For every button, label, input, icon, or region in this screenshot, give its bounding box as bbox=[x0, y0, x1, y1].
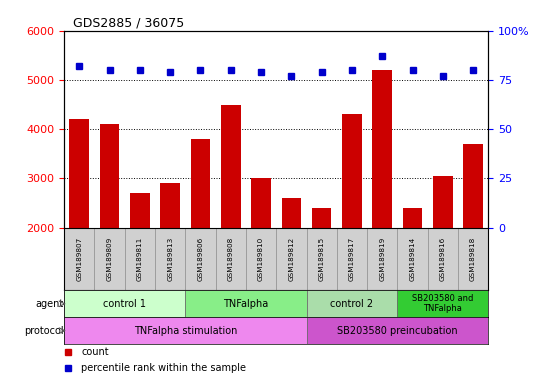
Text: SB203580 and
TNFalpha: SB203580 and TNFalpha bbox=[412, 294, 474, 313]
Bar bbox=[281, 198, 301, 326]
Text: GSM189808: GSM189808 bbox=[228, 237, 234, 281]
Bar bbox=[185, 290, 306, 317]
Text: GSM189806: GSM189806 bbox=[198, 237, 204, 281]
Bar bbox=[69, 119, 89, 326]
Bar bbox=[458, 228, 488, 290]
Bar bbox=[463, 144, 483, 326]
Text: percentile rank within the sample: percentile rank within the sample bbox=[81, 363, 246, 373]
Bar bbox=[337, 228, 367, 290]
Text: GSM189816: GSM189816 bbox=[440, 237, 446, 281]
Text: SB203580 preincubation: SB203580 preincubation bbox=[337, 326, 458, 336]
Text: TNFalpha stimulation: TNFalpha stimulation bbox=[134, 326, 237, 336]
Bar bbox=[64, 290, 185, 317]
Text: GSM189809: GSM189809 bbox=[107, 237, 113, 281]
Text: GSM189813: GSM189813 bbox=[167, 237, 173, 281]
Bar bbox=[130, 193, 150, 326]
Bar bbox=[306, 290, 397, 317]
Bar bbox=[306, 228, 337, 290]
Text: protocol: protocol bbox=[24, 326, 64, 336]
Text: GSM189815: GSM189815 bbox=[319, 237, 325, 281]
Bar bbox=[221, 104, 240, 326]
Bar bbox=[64, 317, 306, 344]
Text: GSM189810: GSM189810 bbox=[258, 237, 264, 281]
Text: GSM189818: GSM189818 bbox=[470, 237, 476, 281]
Bar bbox=[342, 114, 362, 326]
Bar bbox=[185, 228, 215, 290]
Bar bbox=[100, 124, 119, 326]
Text: GSM189807: GSM189807 bbox=[76, 237, 83, 281]
Bar bbox=[367, 228, 397, 290]
Bar bbox=[191, 139, 210, 326]
Bar bbox=[160, 184, 180, 326]
Bar bbox=[312, 208, 331, 326]
Bar bbox=[64, 228, 94, 290]
Bar bbox=[125, 228, 155, 290]
Bar bbox=[403, 208, 422, 326]
Bar bbox=[246, 228, 276, 290]
Text: GDS2885 / 36075: GDS2885 / 36075 bbox=[73, 17, 184, 30]
Text: GSM189817: GSM189817 bbox=[349, 237, 355, 281]
Text: GSM189811: GSM189811 bbox=[137, 237, 143, 281]
Bar bbox=[215, 228, 246, 290]
Bar bbox=[372, 70, 392, 326]
Bar bbox=[433, 176, 453, 326]
Bar bbox=[306, 317, 488, 344]
Bar bbox=[427, 228, 458, 290]
Text: control 1: control 1 bbox=[103, 299, 146, 309]
Text: agent: agent bbox=[35, 299, 64, 309]
Bar bbox=[155, 228, 185, 290]
Bar bbox=[397, 290, 488, 317]
Text: GSM189814: GSM189814 bbox=[410, 237, 416, 281]
Text: TNFalpha: TNFalpha bbox=[223, 299, 268, 309]
Bar bbox=[397, 228, 427, 290]
Text: count: count bbox=[81, 347, 109, 357]
Bar bbox=[251, 179, 271, 326]
Text: GSM189819: GSM189819 bbox=[379, 237, 385, 281]
Text: GSM189812: GSM189812 bbox=[288, 237, 295, 281]
Text: control 2: control 2 bbox=[330, 299, 373, 309]
Bar bbox=[276, 228, 306, 290]
Bar bbox=[94, 228, 125, 290]
